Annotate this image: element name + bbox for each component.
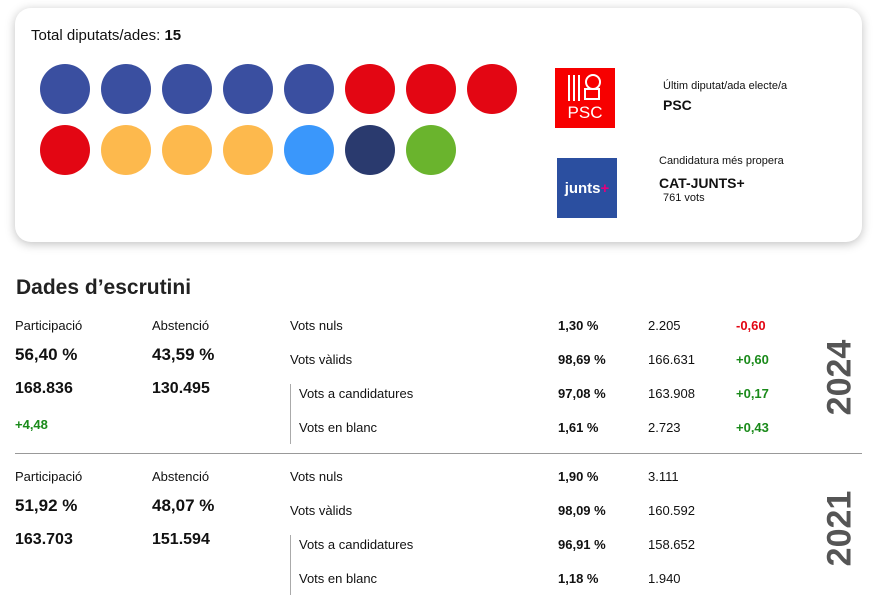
- junts-logo: junts +: [557, 158, 617, 218]
- next-candidate-votes: 761 vots: [663, 192, 705, 204]
- participacio-votes: 163.703: [15, 531, 73, 548]
- vote-row-diff: -0,60: [736, 318, 766, 333]
- vote-row-count: 1.940: [648, 571, 681, 586]
- junts-logo-text: junts: [564, 179, 601, 197]
- seat: [223, 64, 273, 114]
- seat: [40, 64, 90, 114]
- vote-row-pct: 1,61 %: [558, 420, 599, 435]
- vote-row-label: Vots nuls: [290, 469, 343, 484]
- seat: [467, 64, 517, 114]
- seat: [406, 64, 456, 114]
- vote-row-diff: +0,43: [736, 420, 769, 435]
- vote-row-pct: 1,90 %: [558, 469, 599, 484]
- participacio-votes: 168.836: [15, 380, 73, 397]
- vote-row-count: 3.111: [648, 469, 679, 484]
- abstencio-pct: 43,59 %: [152, 345, 215, 364]
- abstencio-label: Abstenció: [152, 469, 210, 484]
- year-label: 2024: [820, 339, 859, 416]
- seat: [101, 125, 151, 175]
- psc-logo-text: PSC: [567, 103, 603, 122]
- vote-row-diff: +0,17: [736, 386, 769, 401]
- participacio-pct: 51,92 %: [15, 496, 78, 515]
- participacio-label: Participació: [15, 318, 83, 333]
- seat: [345, 125, 395, 175]
- seats-card: Total diputats/ades: 15 PSC Últim diputa…: [15, 8, 862, 242]
- abstencio-pct: 48,07 %: [152, 496, 215, 515]
- junts-plus: +: [600, 179, 610, 197]
- vote-row-count: 163.908: [648, 386, 695, 401]
- abstencio-votes: 151.594: [152, 531, 210, 548]
- abstencio-votes: 130.495: [152, 380, 210, 397]
- vote-row-count: 160.592: [648, 503, 695, 518]
- seat: [284, 64, 334, 114]
- vote-row-label: Vots en blanc: [299, 571, 378, 586]
- vote-row-pct: 1,30 %: [558, 318, 599, 333]
- vote-row-label: Vots a candidatures: [299, 386, 414, 401]
- total-value: 15: [164, 27, 182, 44]
- next-candidate-label: Candidatura més propera: [659, 155, 784, 167]
- seat: [284, 125, 334, 175]
- vote-row-label: Vots nuls: [290, 318, 343, 333]
- vote-row-pct: 1,18 %: [558, 571, 599, 586]
- vote-row-label: Vots vàlids: [290, 352, 353, 367]
- participacio-pct: 56,40 %: [15, 345, 78, 364]
- total-label: Total diputats/ades:: [31, 27, 161, 44]
- seat: [162, 125, 212, 175]
- abstencio-label: Abstenció: [152, 318, 210, 333]
- vote-row-pct: 98,69 %: [558, 352, 606, 367]
- vote-row-count: 2.205: [648, 318, 681, 333]
- year-label: 2021: [820, 490, 859, 567]
- subrow-indent-line: [290, 384, 291, 444]
- seat: [406, 125, 456, 175]
- vote-row-count: 158.652: [648, 537, 695, 552]
- psc-rose-icon: [568, 74, 601, 101]
- year-divider: [15, 453, 862, 454]
- participacio-diff: +4,48: [15, 417, 48, 432]
- vote-row-pct: 97,08 %: [558, 386, 606, 401]
- seat: [223, 125, 273, 175]
- section-title: Dades d’escrutini: [16, 276, 192, 299]
- seat-chart: [40, 64, 530, 175]
- participacio-label: Participació: [15, 469, 83, 484]
- vote-row-count: 2.723: [648, 420, 681, 435]
- vote-row-pct: 96,91 %: [558, 537, 606, 552]
- total-seats: Total diputats/ades: 15: [31, 27, 181, 44]
- seat: [162, 64, 212, 114]
- subrow-indent-line: [290, 535, 291, 595]
- seat: [345, 64, 395, 114]
- seat: [101, 64, 151, 114]
- vote-row-diff: +0,60: [736, 352, 769, 367]
- vote-row-label: Vots vàlids: [290, 503, 353, 518]
- vote-row-label: Vots en blanc: [299, 420, 378, 435]
- psc-logo: PSC: [555, 68, 615, 128]
- vote-row-count: 166.631: [648, 352, 695, 367]
- next-candidate-party: CAT-JUNTS+: [659, 175, 745, 191]
- last-elected-party: PSC: [663, 97, 692, 113]
- seat: [40, 125, 90, 175]
- last-elected-label: Últim diputat/ada electe/a: [663, 80, 788, 92]
- vote-row-label: Vots a candidatures: [299, 537, 414, 552]
- vote-row-pct: 98,09 %: [558, 503, 606, 518]
